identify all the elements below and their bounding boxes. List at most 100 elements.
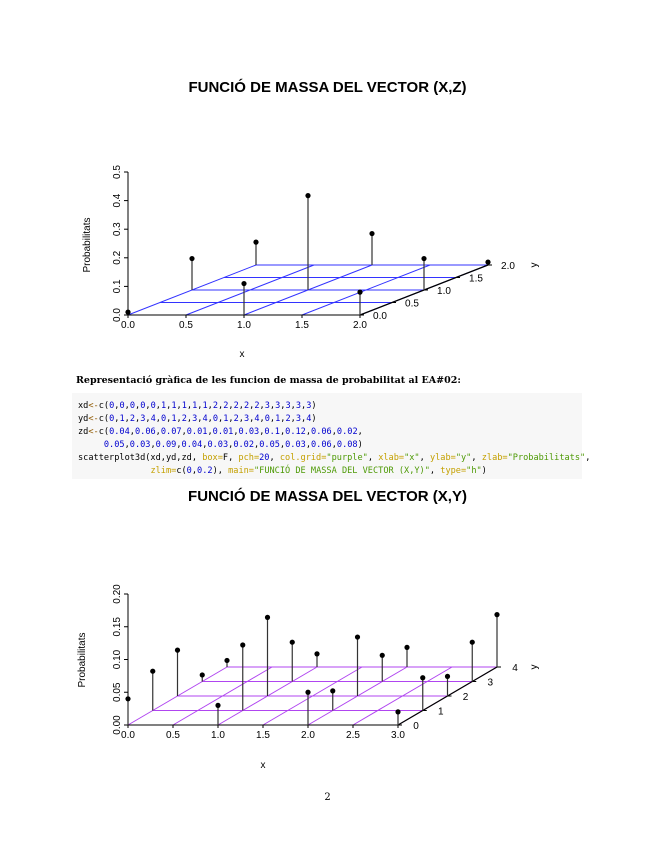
code-token-txt: , (331, 426, 337, 437)
code-token-txt: , (269, 413, 276, 424)
code-token-txt: , (114, 413, 120, 424)
y-tick-label: 1.0 (437, 286, 451, 297)
code-token-num: 20 (259, 452, 270, 463)
code-token-num: 0.05 (103, 439, 125, 450)
code-line: zd<-c(0.04,0.06,0.07,0.01,0.01,0.03,0.1,… (78, 426, 590, 439)
z-axis-label: Probabilitats (82, 217, 93, 272)
data-point (444, 673, 451, 679)
code-token-num: 0.09 (155, 439, 177, 450)
code-token-num: 3 (192, 413, 198, 424)
x-tick-label: 1.5 (256, 730, 270, 741)
y-tick-label: 3 (487, 678, 493, 689)
code-token-txt: ) (357, 439, 363, 450)
code-token-num: 4 (202, 413, 208, 424)
code-token-num: 0.12 (285, 426, 306, 437)
code-token-num: 0.03 (129, 439, 151, 450)
code-token-num: 3 (306, 401, 312, 411)
code-token-txt: , (197, 413, 203, 424)
y-tick-label: 2 (463, 692, 469, 703)
code-token-txt: , (279, 439, 286, 450)
z-tick-label: 0.15 (112, 617, 123, 637)
code-token-txt: , (357, 426, 363, 437)
code-token-txt: , (186, 413, 193, 424)
code-token-num: 3 (295, 413, 302, 424)
code-token-txt: , (135, 401, 141, 411)
code-token-num: 1 (202, 401, 208, 411)
code-token-num: 1 (192, 401, 198, 411)
z-tick-label: 0.1 (112, 279, 123, 293)
data-point (150, 668, 156, 674)
code-token-num: 1 (160, 401, 167, 411)
code-token-txt: , (429, 465, 441, 476)
code-token-txt: , (145, 401, 151, 411)
code-token-txt: , (135, 413, 141, 424)
code-token-num: 0.2 (197, 465, 213, 476)
z-tick-label: 0.0 (112, 308, 123, 322)
code-token-txt: ) (481, 465, 487, 476)
code-token-str: "FUNCIÓ DE MASSA DEL VECTOR (X,Y)" (253, 465, 430, 476)
y-tick-label: 2.0 (501, 261, 515, 272)
code-token-num: 0 (140, 401, 146, 411)
code-token-txt: c( (98, 426, 110, 437)
code-token-txt: ) (311, 401, 317, 411)
x-tick-label: 2.0 (353, 320, 367, 331)
y-axis-label: y (529, 665, 540, 670)
code-token-txt: , (124, 413, 130, 424)
code-token-txt: , (191, 465, 198, 476)
code-token-arg: zlim= (150, 465, 177, 476)
code-token-num: 0.01 (186, 426, 208, 437)
code-token-txt: , (218, 413, 224, 424)
data-point (330, 688, 336, 694)
code-token-txt: , (202, 439, 208, 450)
code-token-txt: zd (78, 426, 89, 437)
code-block: xd<-c(0,0,0,0,0,1,1,1,1,1,2,2,2,2,2,3,3,… (72, 393, 590, 479)
data-point (469, 639, 475, 645)
code-token-num: 2 (212, 401, 219, 411)
code-token-txt: , (269, 401, 276, 411)
code-token-num: 0.03 (238, 426, 260, 437)
code-token-arg: main= (228, 465, 254, 476)
code-token-num: 0.08 (336, 439, 358, 450)
code-token-num: 0.04 (181, 439, 203, 450)
data-point (379, 652, 385, 658)
data-point (305, 193, 311, 199)
code-token-num: 0.1 (264, 426, 280, 437)
page-number: 2 (324, 792, 331, 803)
code-token-num: 0 (212, 413, 219, 424)
code-token-txt: , (305, 426, 312, 437)
code-token-num: 2 (233, 401, 239, 411)
z-tick-label: 0.5 (112, 165, 123, 179)
data-point (305, 689, 311, 695)
data-point (357, 289, 363, 295)
z-tick-label: 0.2 (112, 250, 123, 264)
code-token-num: 2 (285, 413, 291, 424)
data-point (125, 696, 131, 702)
chart-title-xy: FUNCIÓ DE MASSA DEL VECTOR (X,Y) (188, 488, 467, 505)
code-token-num: 2 (223, 401, 229, 411)
code-token-txt: , (233, 426, 239, 437)
code-token-txt: , (280, 401, 286, 411)
x-tick-label: 2.0 (301, 730, 315, 741)
data-point (354, 634, 361, 640)
code-token-num: 0.06 (134, 426, 156, 437)
code-token-txt: , (166, 401, 172, 411)
code-token-txt: , (228, 401, 234, 411)
code-line: xd<-c(0,0,0,0,0,1,1,1,1,1,2,2,2,2,2,3,3,… (78, 400, 590, 413)
code-token-txt: , (301, 413, 307, 424)
code-token-txt: , (218, 401, 224, 411)
grid-line (262, 666, 363, 726)
data-point (125, 309, 131, 315)
code-token-num: 2 (233, 413, 239, 424)
y-tick-label: 0.0 (373, 311, 387, 322)
grid-line (352, 666, 453, 726)
data-point (224, 657, 230, 664)
data-point (174, 647, 181, 653)
code-token-txt: , (176, 439, 182, 450)
code-token-txt: , (181, 426, 187, 437)
code-token-txt: yd (78, 413, 89, 424)
code-token-arg: zlab= (481, 452, 508, 463)
code-token-num: 0.01 (212, 426, 234, 437)
data-point (404, 644, 410, 650)
code-token-txt: , (238, 413, 244, 424)
code-token-txt: , (280, 413, 286, 424)
